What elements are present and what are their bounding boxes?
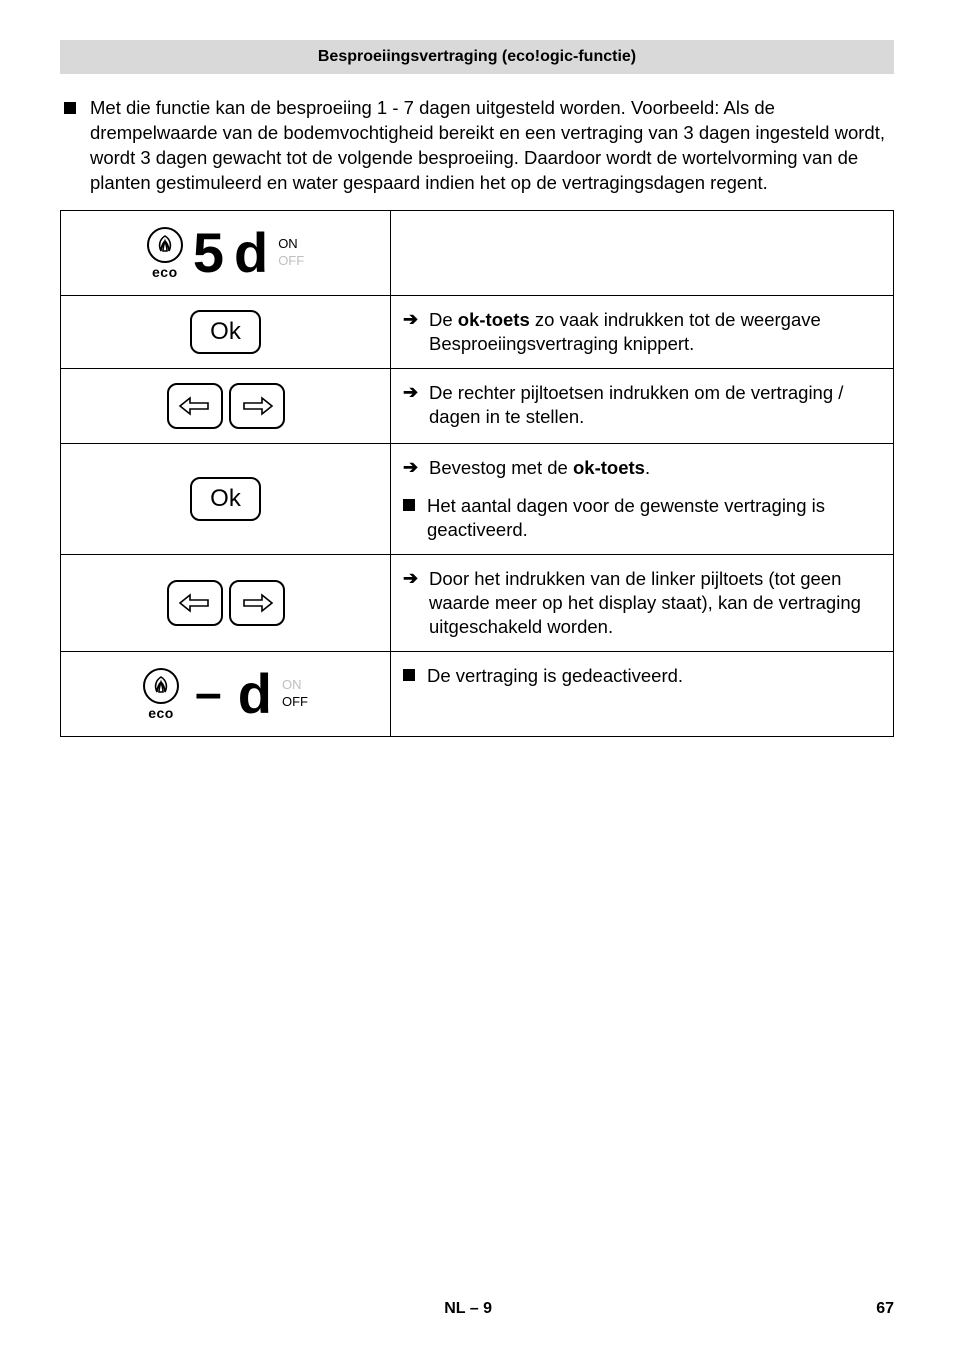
left-arrow-button[interactable] — [167, 383, 223, 429]
arrow-right-icon: ➔ — [403, 381, 423, 404]
step-3-text: Bevestog met de ok-toets. — [429, 456, 650, 480]
eco-icon: eco — [143, 668, 179, 720]
arrow-right-icon: ➔ — [403, 308, 423, 331]
square-bullet-icon — [64, 102, 76, 114]
step-4-text: Door het indrukken van de linker pijltoe… — [429, 567, 881, 639]
cell-display-top: eco 5 d ON OFF — [61, 210, 391, 295]
eco-display-off: eco – d ON OFF — [143, 666, 308, 722]
arrow-right-icon: ➔ — [403, 567, 423, 590]
off-label: OFF — [282, 694, 308, 711]
display-value: – — [189, 670, 228, 718]
on-label: ON — [282, 677, 308, 694]
left-arrow-button[interactable] — [167, 580, 223, 626]
eco-display-on: eco 5 d ON OFF — [147, 225, 304, 281]
intro-text: Met die functie kan de besproeiing 1 - 7… — [90, 96, 890, 196]
section-title: Besproeiingsvertraging (eco!ogic-functie… — [60, 40, 894, 74]
step-3-bullet: Het aantal dagen voor de gewenste vertra… — [427, 494, 881, 542]
ok-button[interactable]: Ok — [190, 477, 261, 521]
display-value: 5 — [193, 225, 224, 281]
step-1-text: De ok-toets zo vaak indrukken tot de wee… — [429, 308, 881, 356]
leaf-icon — [149, 674, 173, 698]
cell-display-bottom: eco – d ON OFF — [61, 652, 391, 737]
display-unit: d — [238, 666, 272, 722]
footer-page-number: 67 — [876, 1300, 894, 1318]
square-bullet-icon — [403, 499, 415, 511]
steps-table: eco 5 d ON OFF Ok ➔ De ok- — [60, 210, 894, 737]
cell-step-1: ➔ De ok-toets zo vaak indrukken tot de w… — [391, 295, 894, 368]
cell-arrows-1 — [61, 368, 391, 443]
on-label: ON — [278, 236, 304, 253]
intro-row: Met die functie kan de besproeiing 1 - 7… — [60, 96, 894, 196]
on-off-indicator: ON OFF — [282, 677, 308, 711]
cell-step-3: ➔ Bevestog met de ok-toets. Het aantal d… — [391, 443, 894, 554]
cell-step-5: De vertraging is gedeactiveerd. — [391, 652, 894, 737]
cell-ok-2: Ok — [61, 443, 391, 554]
right-arrow-button[interactable] — [229, 580, 285, 626]
cell-ok-1: Ok — [61, 295, 391, 368]
right-arrow-button[interactable] — [229, 383, 285, 429]
eco-label: eco — [148, 706, 174, 720]
cell-step-2: ➔ De rechter pijltoetsen indrukken om de… — [391, 368, 894, 443]
cell-empty — [391, 210, 894, 295]
cell-arrows-2 — [61, 555, 391, 652]
off-label: OFF — [278, 253, 304, 270]
ok-button[interactable]: Ok — [190, 310, 261, 354]
page-footer: NL – 9 67 — [0, 1300, 954, 1318]
arrow-right-icon: ➔ — [403, 456, 423, 479]
leaf-icon — [153, 233, 177, 257]
on-off-indicator: ON OFF — [278, 236, 304, 270]
cell-step-4: ➔ Door het indrukken van de linker pijlt… — [391, 555, 894, 652]
step-2-text: De rechter pijltoetsen indrukken om de v… — [429, 381, 881, 429]
square-bullet-icon — [403, 669, 415, 681]
step-5-bullet: De vertraging is gedeactiveerd. — [427, 664, 683, 688]
display-unit: d — [234, 225, 268, 281]
eco-icon: eco — [147, 227, 183, 279]
eco-label: eco — [152, 265, 178, 279]
footer-center: NL – 9 — [60, 1300, 876, 1318]
